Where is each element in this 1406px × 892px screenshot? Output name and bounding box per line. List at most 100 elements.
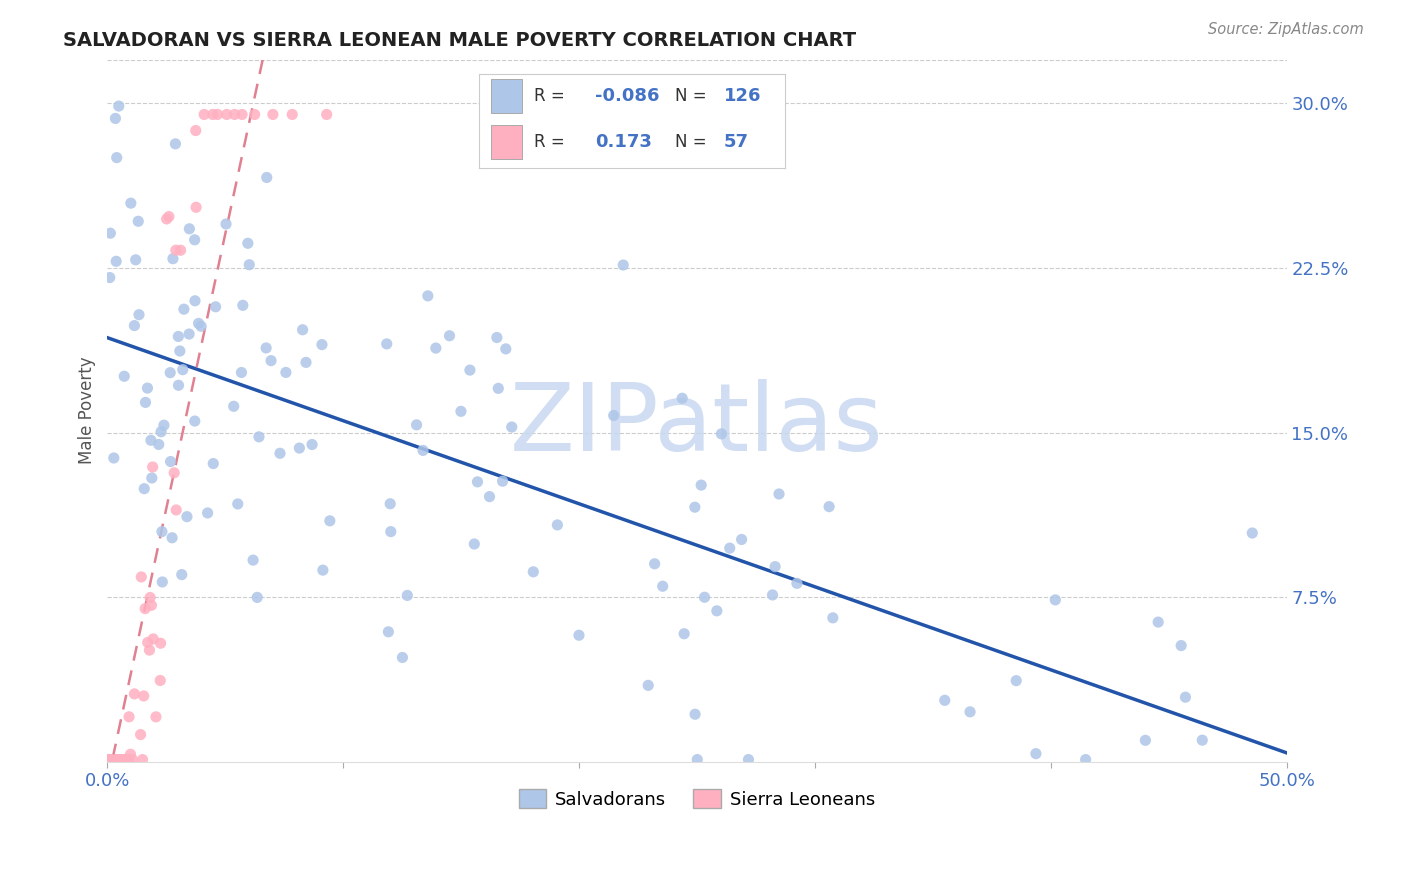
Point [396,589,419,603]
Point [226,497,249,511]
Point [105,753,128,767]
Point [301,437,323,451]
Point [467,475,489,489]
Point [295,355,318,369]
Point [486,381,509,395]
Point [111,753,134,767]
Point [108,753,131,767]
Point [243,107,266,121]
Point [718,541,741,556]
Point [105,753,128,767]
Point [105,753,128,767]
Point [165,243,187,257]
Point [247,430,270,444]
Point [139,434,162,448]
Point [1147,615,1170,629]
Point [167,378,190,392]
Point [380,524,402,539]
Point [1191,733,1213,747]
Point [377,624,399,639]
Point [683,707,706,722]
Point [1174,690,1197,705]
Point [242,553,264,567]
Point [934,693,956,707]
Point [207,107,229,121]
Point [141,599,163,613]
Point [204,300,226,314]
Point [150,425,173,439]
Point [148,437,170,451]
Point [132,689,155,703]
Point [491,474,513,488]
Point [215,217,238,231]
Point [763,559,786,574]
Point [315,107,337,121]
Point [150,574,173,589]
Point [262,107,284,121]
Point [222,399,245,413]
Point [730,533,752,547]
Point [125,252,148,267]
Point [127,214,149,228]
Point [768,487,790,501]
Point [134,601,156,615]
Point [142,460,165,475]
Point [710,426,733,441]
Point [150,524,173,539]
Point [193,107,215,121]
Point [183,233,205,247]
Point [201,107,224,121]
Point [761,588,783,602]
Point [215,107,238,121]
Point [522,565,544,579]
Point [156,211,179,226]
Point [98,753,121,767]
Point [112,369,135,384]
Point [412,443,434,458]
Point [141,471,163,485]
Point [129,728,152,742]
Point [98,270,121,285]
Point [167,329,190,343]
Point [98,753,121,767]
Point [169,244,191,258]
Point [142,632,165,646]
Point [110,753,132,767]
Point [98,753,121,767]
Point [683,500,706,515]
Point [238,258,260,272]
Point [375,337,398,351]
Point [637,678,659,692]
Point [269,446,291,460]
Point [274,366,297,380]
Point [98,753,121,767]
Point [169,344,191,359]
Point [184,123,207,137]
Point [425,341,447,355]
Point [380,497,402,511]
Legend: Salvadorans, Sierra Leoneans: Salvadorans, Sierra Leoneans [512,782,882,816]
Point [136,635,159,649]
Point [131,753,153,767]
Point [120,196,142,211]
Point [224,107,246,121]
Point [107,753,129,767]
Point [231,107,253,121]
Point [246,591,269,605]
Point [1025,747,1047,761]
Point [612,258,634,272]
Point [162,252,184,266]
Point [706,604,728,618]
Point [134,395,156,409]
Point [179,222,201,236]
Point [673,626,696,640]
Point [190,319,212,334]
Point [546,517,568,532]
Point [959,705,981,719]
Point [236,236,259,251]
Point [184,200,207,214]
Point [821,611,844,625]
Point [176,509,198,524]
Point [1135,733,1157,747]
Point [1005,673,1028,688]
